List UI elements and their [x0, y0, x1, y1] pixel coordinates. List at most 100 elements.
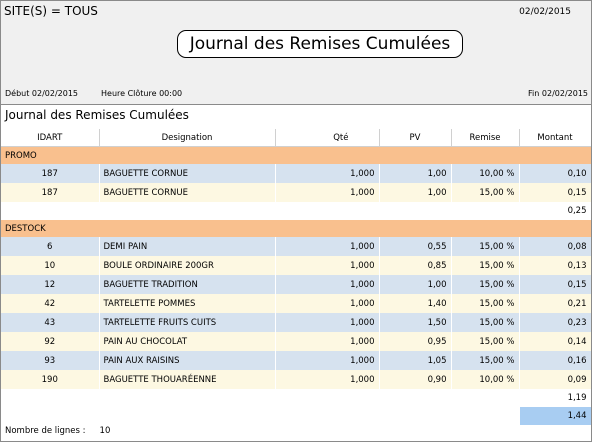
table-header-row: IDART Designation Qté PV Remise Montant: [1, 129, 591, 147]
line-count-value: 10: [99, 426, 111, 436]
group-label: DESTOCK: [1, 220, 591, 237]
cell-idart: 12: [1, 275, 100, 294]
cell-pv: 0,95: [379, 332, 452, 351]
cell-montant: 0,09: [519, 370, 591, 389]
cell-designation: BAGUETTE CORNUE: [99, 164, 276, 183]
cell-designation: BOULE ORDINAIRE 200GR: [99, 256, 276, 275]
cell-designation: TARTELETTE POMMES: [99, 294, 276, 313]
grand-total-row: 1,44: [1, 407, 591, 425]
cell-pv: 1,50: [379, 313, 452, 332]
cell-pv: 1,40: [379, 294, 452, 313]
cell-remise: 15,00 %: [451, 183, 520, 202]
cell-remise: 15,00 %: [451, 294, 520, 313]
cell-montant: 0,15: [519, 183, 591, 202]
cell-idart: 42: [1, 294, 100, 313]
cell-qty: 1,000: [275, 294, 380, 313]
subtotal-value: 1,19: [519, 389, 591, 407]
closing-time: Heure Clôture 00:00: [101, 89, 183, 98]
cell-pv: 0,85: [379, 256, 452, 275]
cell-remise: 15,00 %: [451, 256, 520, 275]
report-header-title: Journal des Remises Cumulées: [177, 30, 463, 58]
cell-montant: 0,15: [519, 275, 591, 294]
cell-remise: 15,00 %: [451, 332, 520, 351]
table-row[interactable]: 10 BOULE ORDINAIRE 200GR 1,000 0,85 15,0…: [1, 256, 591, 275]
grand-total-value: 1,44: [519, 407, 591, 425]
cell-idart: 190: [1, 370, 100, 389]
table-row[interactable]: 93 PAIN AUX RAISINS 1,000 1,05 15,00 % 0…: [1, 351, 591, 370]
table-row[interactable]: 187 BAGUETTE CORNUE 1,000 1,00 10,00 % 0…: [1, 164, 591, 183]
group-row-promo: PROMO: [1, 146, 591, 164]
cell-idart: 10: [1, 256, 100, 275]
cell-designation: BAGUETTE TRADITION: [99, 275, 276, 294]
cell-montant: 0,16: [519, 351, 591, 370]
print-date: 02/02/2015: [519, 7, 571, 17]
cell-idart: 93: [1, 351, 100, 370]
cell-qty: 1,000: [275, 351, 380, 370]
cell-idart: 43: [1, 313, 100, 332]
cell-idart: 187: [1, 164, 100, 183]
cell-designation: PAIN AUX RAISINS: [99, 351, 276, 370]
table-row[interactable]: 92 PAIN AU CHOCOLAT 1,000 0,95 15,00 % 0…: [1, 332, 591, 351]
cell-qty: 1,000: [275, 237, 380, 256]
start-date: Début 02/02/2015: [5, 89, 79, 98]
cell-idart: 6: [1, 237, 100, 256]
cell-designation: PAIN AU CHOCOLAT: [99, 332, 276, 351]
cell-designation: TARTELETTE FRUITS CUITS: [99, 313, 276, 332]
column-header-idart[interactable]: IDART: [1, 129, 100, 147]
column-header-montant[interactable]: Montant: [519, 129, 591, 147]
cell-pv: 1,00: [379, 275, 452, 294]
cell-qty: 1,000: [275, 332, 380, 351]
cell-remise: 10,00 %: [451, 370, 520, 389]
cell-remise: 15,00 %: [451, 351, 520, 370]
column-header-remise[interactable]: Remise: [451, 129, 520, 147]
subtotal-value: 0,25: [519, 202, 591, 220]
subtotal-row-destock: 1,19: [1, 389, 591, 407]
cell-pv: 0,90: [379, 370, 452, 389]
cell-designation: DEMI PAIN: [99, 237, 276, 256]
cell-remise: 10,00 %: [451, 164, 520, 183]
cell-idart: 187: [1, 183, 100, 202]
cell-qty: 1,000: [275, 370, 380, 389]
cell-remise: 15,00 %: [451, 237, 520, 256]
cell-pv: 1,00: [379, 183, 452, 202]
subtotal-row-promo: 0,25: [1, 202, 591, 220]
cell-montant: 0,13: [519, 256, 591, 275]
cell-montant: 0,10: [519, 164, 591, 183]
column-header-pv[interactable]: PV: [379, 129, 452, 147]
table-row[interactable]: 43 TARTELETTE FRUITS CUITS 1,000 1,50 15…: [1, 313, 591, 332]
remises-table: IDART Designation Qté PV Remise Montant …: [1, 129, 591, 425]
cell-montant: 0,08: [519, 237, 591, 256]
column-header-qty[interactable]: Qté: [275, 129, 380, 147]
cell-pv: 1,05: [379, 351, 452, 370]
cell-qty: 1,000: [275, 164, 380, 183]
line-count: Nombre de lignes : 10: [5, 426, 110, 436]
cell-qty: 1,000: [275, 183, 380, 202]
cell-designation: BAGUETTE THOUARÉENNE: [99, 370, 276, 389]
table-row[interactable]: 12 BAGUETTE TRADITION 1,000 1,00 15,00 %…: [1, 275, 591, 294]
end-date: Fin 02/02/2015: [528, 89, 588, 98]
cell-qty: 1,000: [275, 256, 380, 275]
page-title: Journal des Remises Cumulées: [5, 108, 189, 122]
table-row[interactable]: 42 TARTELETTE POMMES 1,000 1,40 15,00 % …: [1, 294, 591, 313]
site-filter: SITE(S) = TOUS: [4, 4, 98, 18]
cell-idart: 92: [1, 332, 100, 351]
cell-montant: 0,14: [519, 332, 591, 351]
column-header-designation[interactable]: Designation: [99, 129, 276, 147]
cell-designation: BAGUETTE CORNUE: [99, 183, 276, 202]
cell-pv: 0,55: [379, 237, 452, 256]
cell-montant: 0,23: [519, 313, 591, 332]
cell-qty: 1,000: [275, 275, 380, 294]
table-row[interactable]: 190 BAGUETTE THOUARÉENNE 1,000 0,90 10,0…: [1, 370, 591, 389]
table-row[interactable]: 6 DEMI PAIN 1,000 0,55 15,00 % 0,08: [1, 237, 591, 256]
group-row-destock: DESTOCK: [1, 220, 591, 237]
report-header: SITE(S) = TOUS 02/02/2015 Journal des Re…: [1, 1, 591, 105]
cell-pv: 1,00: [379, 164, 452, 183]
cell-qty: 1,000: [275, 313, 380, 332]
group-label: PROMO: [1, 146, 591, 164]
line-count-label: Nombre de lignes :: [5, 426, 86, 436]
cell-remise: 15,00 %: [451, 275, 520, 294]
table-row[interactable]: 187 BAGUETTE CORNUE 1,000 1,00 15,00 % 0…: [1, 183, 591, 202]
cell-montant: 0,21: [519, 294, 591, 313]
cell-remise: 15,00 %: [451, 313, 520, 332]
